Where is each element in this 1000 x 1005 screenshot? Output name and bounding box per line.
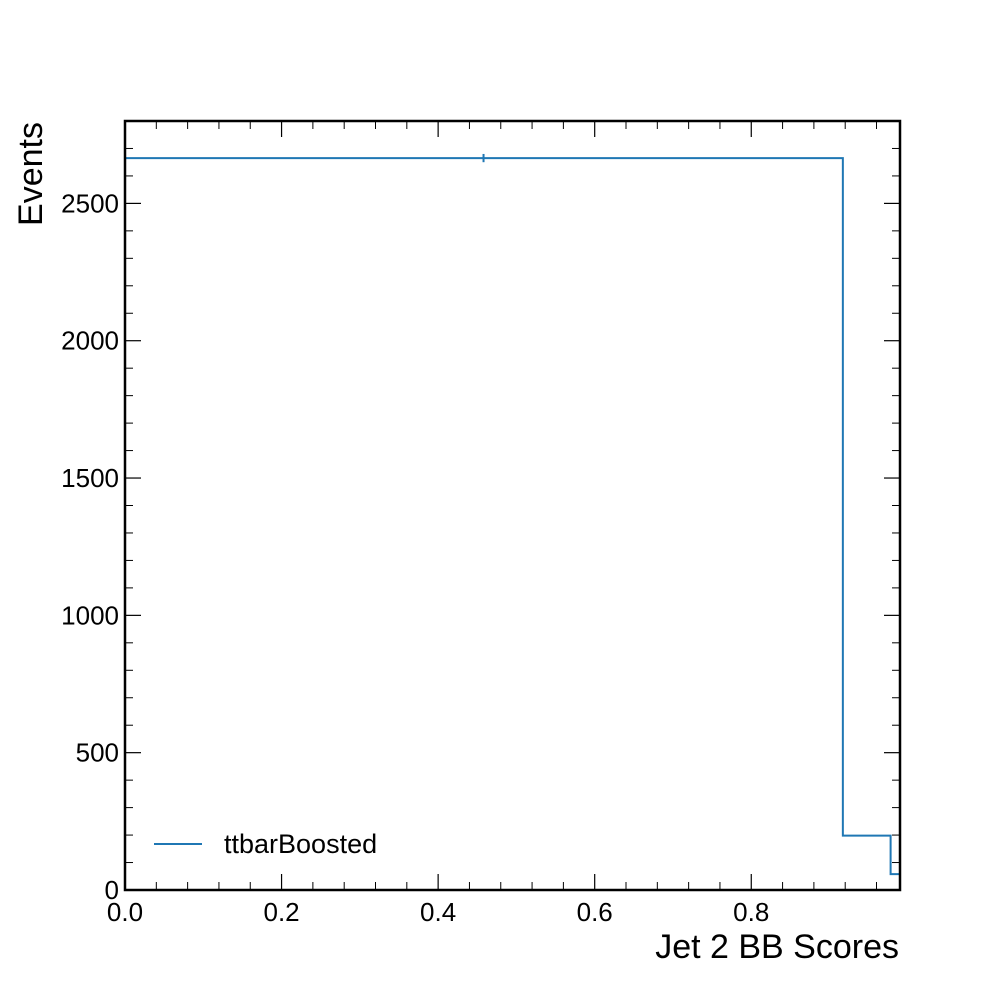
plot-frame — [123, 119, 902, 892]
x-axis-label: Jet 2 BB Scores — [655, 928, 899, 966]
histogram-step-ttbarBoosted — [125, 157, 900, 876]
y-tick-label: 1000 — [61, 600, 119, 630]
labels-layer: Jet 2 BB Scores Events 0.0 0.2 0.4 0.6 0.8 0 5… — [12, 122, 899, 966]
y-tick-label: 2000 — [61, 326, 119, 356]
y-tick-label: 500 — [76, 738, 119, 768]
legend-label-ttbarBoosted: ttbarBoosted — [224, 829, 377, 859]
ticks-layer — [124, 121, 900, 891]
x-tick-label: 0.4 — [420, 897, 456, 927]
y-axis-label: Events — [12, 122, 50, 226]
y-tick-label: 1500 — [61, 463, 119, 493]
marks-layer — [125, 153, 900, 876]
x-tick-label: 0.6 — [577, 897, 613, 927]
x-tick-label: 0.0 — [107, 897, 143, 927]
x-tick-label: 0.8 — [733, 897, 769, 927]
legend: ttbarBoosted — [154, 829, 377, 859]
y-tick-label: 2500 — [61, 188, 119, 218]
x-tick-label: 0.2 — [263, 897, 299, 927]
y-tick-label: 0 — [105, 875, 119, 905]
